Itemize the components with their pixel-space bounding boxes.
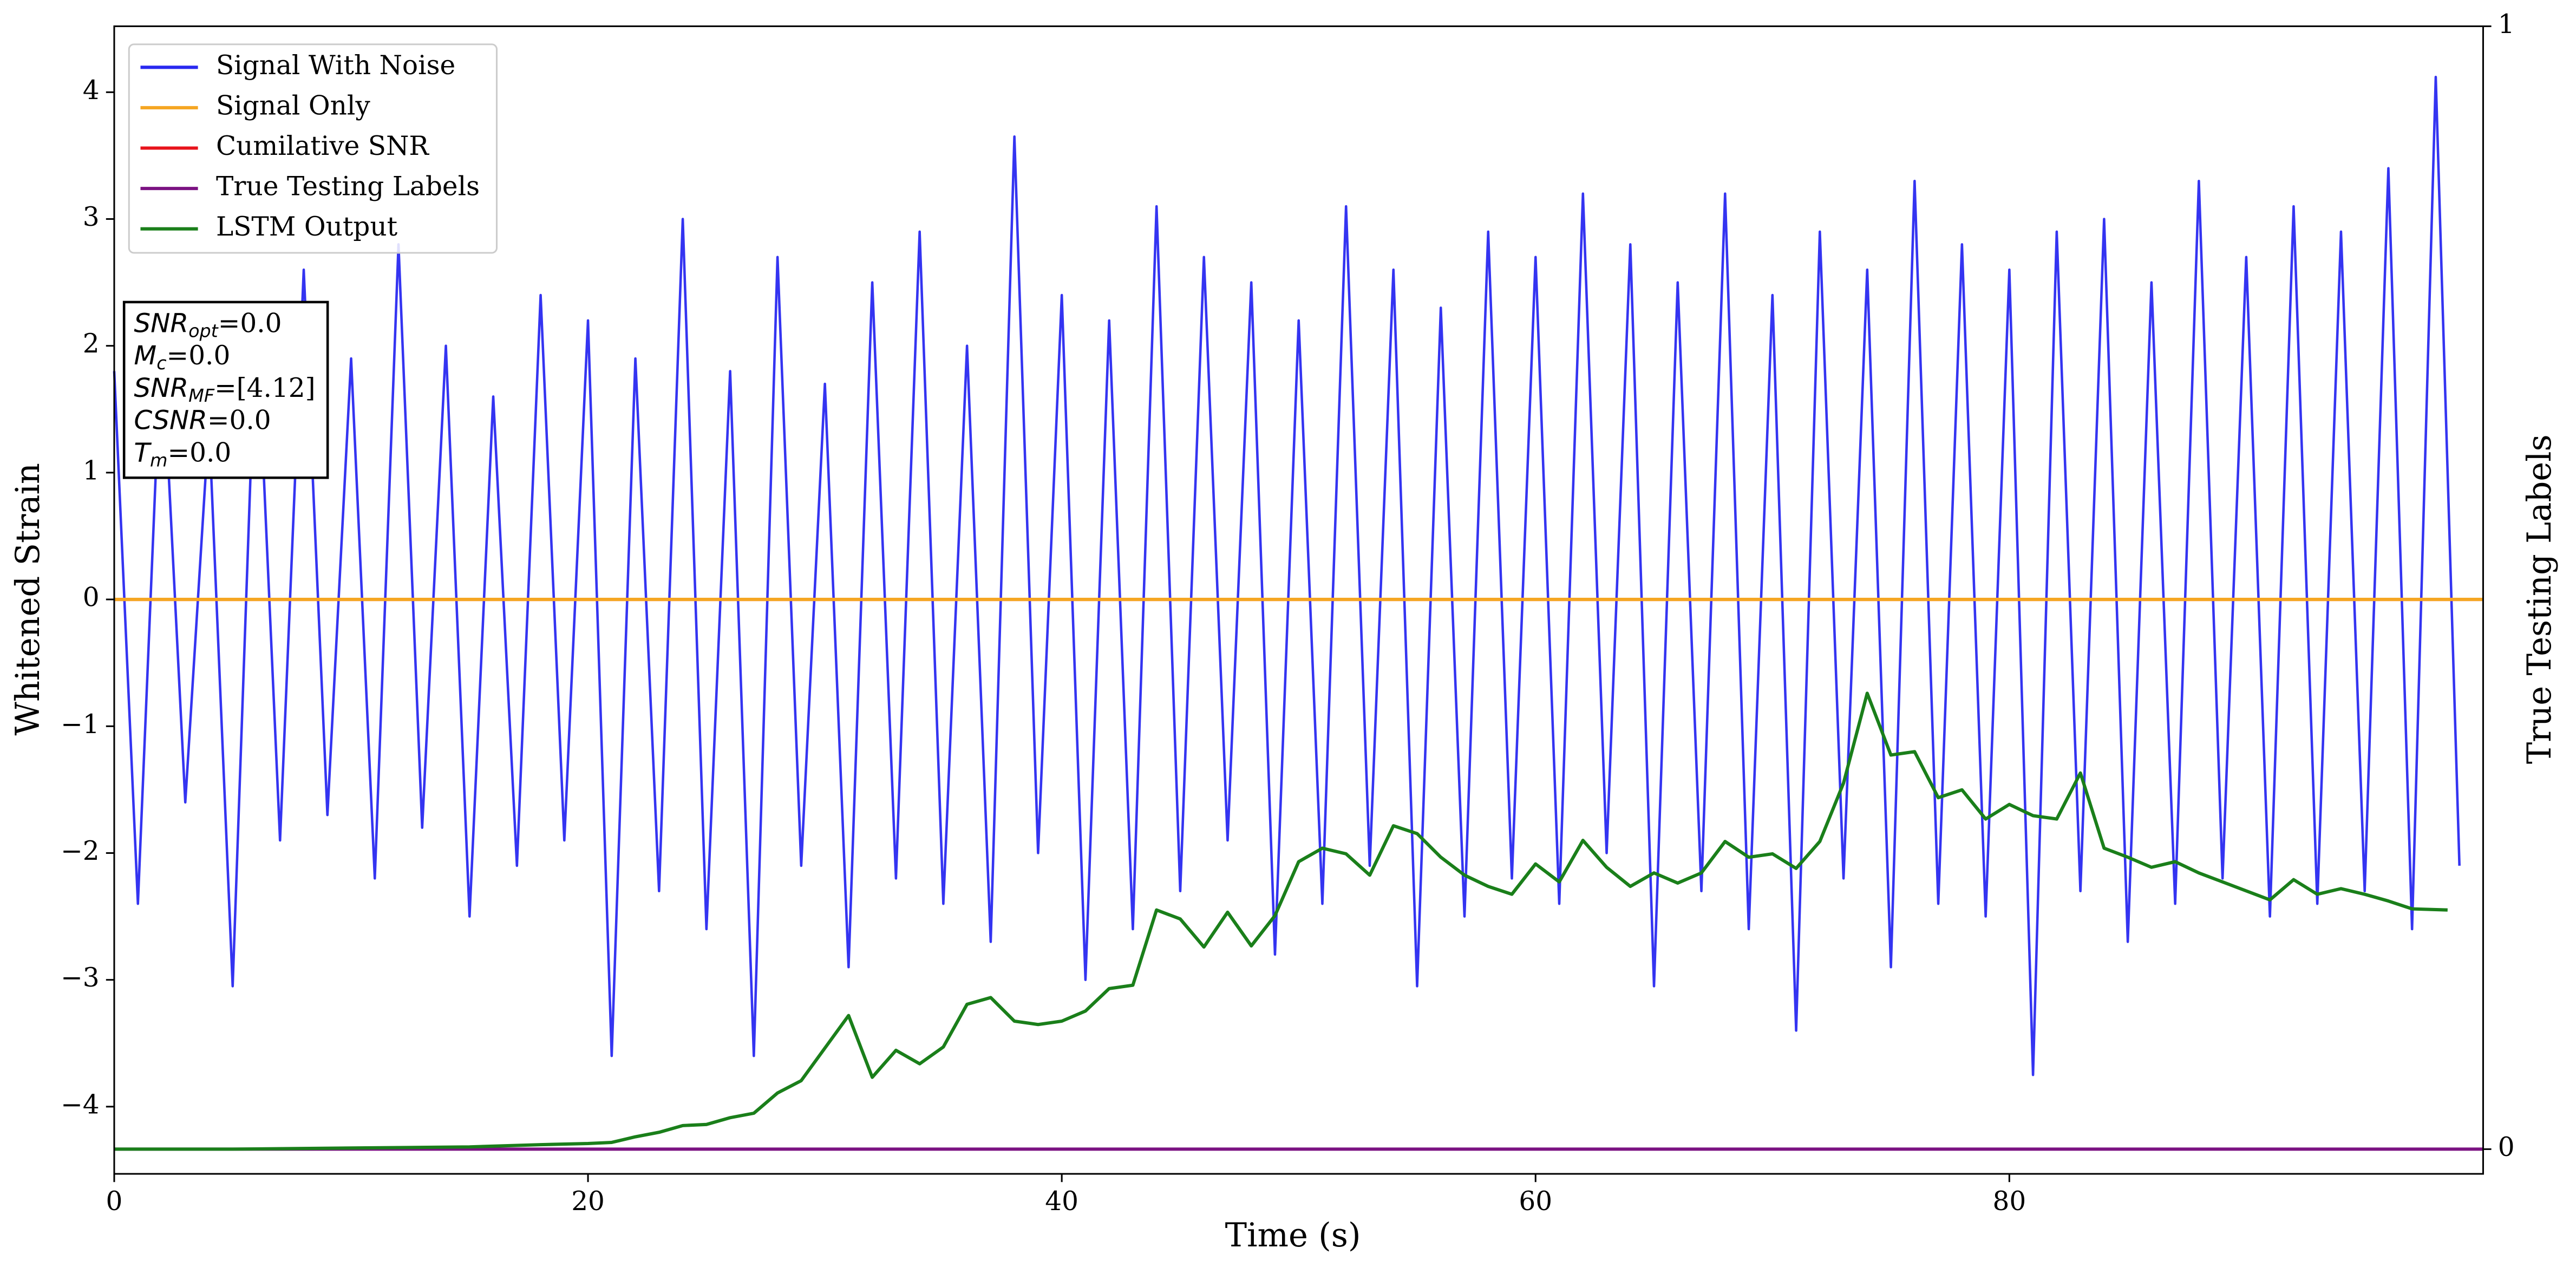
legend-label: Cumilative SNR: [216, 131, 429, 161]
annotation-main: T: [134, 437, 152, 468]
y-tick-label: 3: [83, 202, 100, 232]
x-tick-label: 80: [1992, 1186, 2026, 1217]
x-axis-label: Time (s): [1225, 1217, 1361, 1255]
y2-tick-label: 1: [2498, 9, 2515, 40]
annotation-line: SNRopt=0.0: [134, 308, 282, 341]
legend-label: LSTM Output: [216, 212, 398, 242]
legend-label: True Testing Labels: [216, 172, 480, 202]
y-tick-label: −4: [61, 1089, 100, 1120]
y-axis-label: Whitened Strain: [9, 463, 47, 735]
annotation-main: SNR: [134, 308, 188, 338]
series-line: [113, 75, 2461, 1076]
y-tick-label: 1: [83, 455, 100, 486]
annotation-line: Tm=0.0: [134, 437, 231, 471]
annotation-main: M: [134, 341, 156, 371]
y-tick-label: −2: [61, 836, 100, 866]
annotation-rest: =0.0: [218, 308, 282, 338]
x-tick-label: 60: [1519, 1186, 1552, 1217]
legend-label: Signal Only: [216, 90, 370, 121]
x-tick-label: 0: [106, 1186, 123, 1217]
annotation-line: Mc=0.0: [134, 341, 230, 374]
legend-box: [128, 43, 498, 254]
annotation-rest: =0.0: [167, 341, 231, 371]
y-tick-label: 0: [83, 583, 100, 613]
annotation-rest: =[4.12]: [214, 373, 315, 403]
y-tick-label: −1: [61, 709, 100, 740]
series-line: [114, 691, 2448, 1151]
y-tick-label: −3: [61, 963, 100, 993]
annotation-rest: =0.0: [207, 405, 271, 435]
x-tick-label: 20: [571, 1186, 605, 1217]
annotation: SNRopt=0.0Mc=0.0SNRMF=[4.12]CSNR=0.0Tm=0…: [134, 308, 315, 471]
annotation-rest: =0.0: [167, 437, 231, 468]
legend-label: Signal With Noise: [216, 50, 455, 81]
annotation-main: CSNR: [134, 406, 207, 436]
annotation-sub: c: [156, 352, 166, 374]
y2-tick-label: 0: [2498, 1132, 2515, 1162]
x-tick-label: 40: [1045, 1186, 1078, 1217]
annotation-main: SNR: [134, 373, 188, 403]
y2-axis-label: True Testing Labels: [2521, 434, 2559, 764]
legend: Signal With Noise Signal Only Cumilative S…: [140, 50, 480, 242]
y-tick-label: 2: [83, 329, 100, 359]
annotation-sub: m: [150, 449, 167, 471]
annotation-line: SNRMF=[4.12]: [134, 373, 315, 406]
annotation-line: CSNR=0.0: [134, 405, 271, 435]
annotation-sub: opt: [188, 320, 219, 341]
annotation-box: [122, 300, 329, 479]
annotation-sub: MF: [188, 384, 215, 406]
y-tick-label: 4: [83, 75, 100, 106]
plot-area: [113, 75, 2483, 1151]
